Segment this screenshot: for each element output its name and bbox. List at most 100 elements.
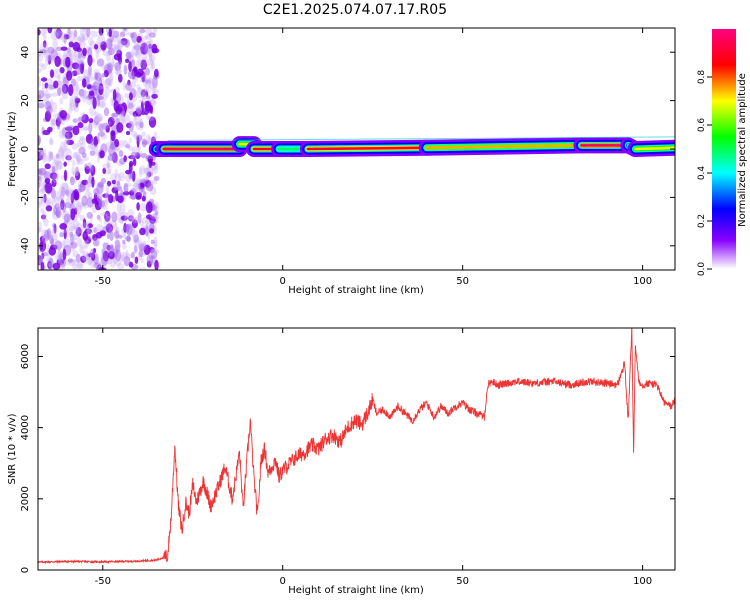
noise-speckle: [41, 234, 49, 245]
axis-ticks-bottom: -50 0 50 100 0 2000 4000 6000: [20, 328, 675, 587]
noise-speckle: [96, 214, 101, 220]
noise-speckle: [130, 251, 135, 259]
noise-speckle: [47, 156, 54, 162]
noise-speckle: [154, 259, 159, 270]
noise-speckle: [45, 205, 53, 212]
x-axis-label-top: Height of straight line (km): [288, 285, 424, 296]
noise-speckle: [39, 49, 47, 54]
noise-speckle: [120, 113, 125, 125]
noise-speckle: [78, 135, 86, 145]
noise-speckle: [142, 35, 148, 41]
noise-speckle: [89, 150, 96, 157]
noise-speckle: [118, 54, 122, 65]
noise-speckle: [149, 216, 156, 225]
noise-speckle: [95, 47, 100, 60]
noise-speckle: [101, 248, 106, 256]
noise-speckle: [148, 43, 153, 49]
noise-speckle: [148, 53, 153, 61]
noise-speckle: [47, 28, 53, 34]
noise-speckle: [63, 228, 67, 240]
noise-speckle: [64, 147, 72, 160]
noise-speckle: [97, 33, 105, 46]
noise-speckle: [136, 35, 142, 44]
noise-speckle: [63, 32, 67, 45]
noise-speckle: [120, 189, 124, 195]
noise-speckle: [90, 138, 95, 145]
noise-speckle: [137, 250, 143, 261]
noise-speckle: [140, 182, 145, 188]
noise-speckle: [151, 43, 158, 54]
noise-speckle: [72, 233, 76, 246]
bottom-xtick-label: 50: [456, 576, 469, 587]
colorbar-tick-label: 0.4: [697, 166, 707, 181]
noise-speckle: [132, 229, 139, 239]
noise-speckle: [88, 232, 92, 240]
noise-speckle: [148, 158, 153, 169]
noise-speckle: [52, 262, 61, 270]
noise-speckle: [128, 190, 135, 196]
noise-speckle: [86, 196, 94, 208]
noise-speckle: [70, 176, 75, 186]
noise-speckle: [131, 31, 138, 44]
noise-speckle: [122, 139, 128, 148]
noise-speckle: [153, 176, 160, 181]
noise-speckle: [78, 40, 86, 48]
noise-speckle: [130, 188, 136, 193]
noise-speckle: [88, 118, 94, 124]
noise-speckle: [118, 172, 126, 182]
noise-speckle: [76, 261, 83, 270]
noise-speckle: [57, 250, 62, 261]
noise-speckle: [45, 155, 52, 163]
noise-speckle: [94, 114, 102, 124]
noise-speckle: [76, 157, 83, 163]
axis-ticks-top: -50 0 50 100 -40 -20 0 20 40: [20, 28, 675, 287]
noise-speckle: [47, 92, 52, 98]
noise-speckle: [146, 171, 153, 177]
y-axis-label-bottom: SNR (10 * v/v): [7, 413, 18, 484]
noise-speckle: [82, 94, 87, 103]
noise-speckle: [59, 141, 66, 153]
signal-band: [306, 146, 428, 151]
noise-speckle: [40, 207, 45, 213]
noise-speckle: [131, 219, 138, 229]
noise-speckle: [75, 253, 81, 264]
noise-speckle: [43, 32, 47, 41]
noise-speckle: [107, 47, 115, 56]
noise-speckle: [118, 113, 122, 122]
noise-speckle: [90, 165, 96, 176]
noise-speckle: [107, 116, 115, 127]
noise-speckle: [59, 232, 64, 238]
noise-speckle: [73, 29, 78, 38]
snr-panel: -50 0 50 100 0 2000 4000 6000 Height of straigh…: [7, 327, 676, 596]
noise-speckle: [118, 40, 126, 48]
noise-speckle: [133, 116, 138, 127]
noise-speckle: [72, 84, 80, 96]
noise-speckle: [41, 186, 46, 193]
noise-speckle: [117, 263, 125, 270]
noise-speckle: [120, 111, 127, 118]
noise-speckle: [85, 179, 91, 192]
noise-speckle: [47, 126, 53, 133]
figure-title: C2E1.2025.074.07.17.R05: [263, 2, 447, 18]
noise-speckle: [65, 126, 73, 131]
colorbar: [712, 29, 736, 269]
noise-speckle: [152, 28, 158, 35]
noise-speckle: [61, 84, 69, 94]
noise-speckle: [88, 257, 93, 265]
noise-speckle: [41, 252, 49, 257]
noise-speckle: [135, 42, 140, 53]
noise-speckle: [114, 168, 118, 178]
noise-speckle: [38, 202, 42, 209]
noise-speckle: [55, 160, 64, 170]
noise-speckle: [103, 78, 112, 89]
noise-speckle: [146, 254, 154, 265]
noise-speckle: [133, 44, 142, 51]
noise-speckle: [122, 81, 126, 91]
noise-speckle: [49, 155, 55, 161]
noise-speckle: [91, 176, 95, 188]
noise-speckle: [95, 85, 104, 90]
noise-speckle: [137, 239, 143, 250]
noise-speckle: [131, 146, 140, 157]
noise-speckle: [60, 46, 68, 51]
